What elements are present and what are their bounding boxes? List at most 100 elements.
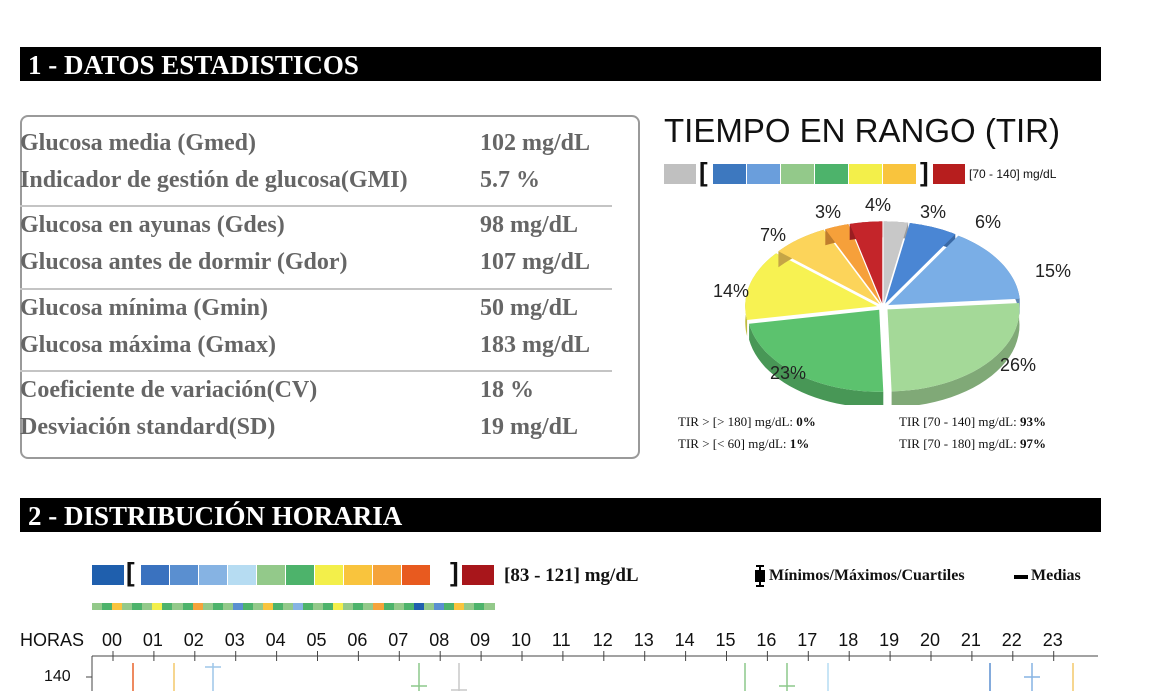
pie-slice (778, 229, 880, 305)
hourly-legend-swatch (373, 565, 401, 585)
minmax-quartiles-icon (754, 565, 766, 587)
strip-segment (443, 603, 455, 610)
hour-label: 06 (347, 630, 368, 650)
strip-segment (262, 603, 274, 610)
hourly-legend-swatch (462, 565, 494, 585)
tir-legend-swatch (781, 164, 814, 184)
strip-segment (132, 603, 144, 610)
hour-label: 07 (388, 630, 409, 650)
hours-axis-title: HORAS (20, 630, 85, 650)
stat-label: Glucosa mínima (Gmin) (20, 295, 269, 321)
pie-slice (749, 309, 884, 392)
strip-segment (363, 603, 375, 610)
stat-label: Glucosa media (Gmed) (20, 130, 256, 156)
hour-label: 08 (429, 630, 450, 650)
strip-segment (323, 603, 335, 610)
strip-segment (232, 603, 244, 610)
strip-segment (222, 603, 234, 610)
stat-value: 183 mg/dL (480, 332, 591, 358)
stat-value: 107 mg/dL (480, 249, 591, 275)
strip-segment (393, 603, 405, 610)
hourly-range-label: [83 - 121] mg/dL (504, 565, 639, 586)
stat-label: Glucosa en ayunas (Gdes) (20, 212, 285, 238)
strip-segment (172, 603, 184, 610)
pie-slice (885, 223, 956, 304)
pie-slice (849, 221, 883, 304)
hour-label: 19 (879, 630, 900, 650)
hourly-color-strip (92, 603, 495, 610)
strip-segment (353, 603, 365, 610)
hourly-legend-swatch (257, 565, 285, 585)
strip-segment (413, 603, 425, 610)
strip-segment (453, 603, 465, 610)
section-2-title: 2 - DISTRIBUCIÓN HORARIA (20, 498, 1101, 532)
stat-row: Coeficiente de variación(CV) 18 % (20, 377, 610, 413)
hour-label: 00 (102, 630, 123, 650)
strip-segment (92, 603, 103, 610)
hour-label: 20 (920, 630, 941, 650)
strip-segment (373, 603, 385, 610)
hourly-legend-swatch (315, 565, 343, 585)
hour-label: 03 (224, 630, 245, 650)
hourly-legend-swatch (199, 565, 227, 585)
tir-stat-70-180: TIR [70 - 180] mg/dL: 97% (899, 436, 1046, 451)
pie-slice-label: 26% (1000, 355, 1037, 375)
minmax-quartiles-label: Mínimos/Máximos/Cuartiles (769, 567, 965, 584)
strip-segment (333, 603, 345, 610)
stat-label: Desviación standard(SD) (20, 414, 276, 440)
strip-segment (473, 603, 485, 610)
stat-label: Glucosa máxima (Gmax) (20, 332, 276, 358)
pie-slice-label: 14% (713, 281, 750, 301)
strip-segment (383, 603, 395, 610)
strip-segment (182, 603, 194, 610)
hour-label: 01 (142, 630, 163, 650)
pie-slice-label: 3% (920, 202, 947, 222)
pie-slice (883, 221, 909, 304)
section-1-title: 1 - DATOS ESTADISTICOS (20, 47, 1101, 81)
pie-slice-label: 6% (975, 212, 1002, 232)
pie-slice-label: 3% (815, 202, 842, 222)
hourly-legend-swatch (170, 565, 198, 585)
stat-separator (20, 370, 612, 372)
y-tick-140: 140 (44, 668, 71, 685)
tir-range-label: [70 - 140] mg/dL (969, 167, 1057, 181)
hourly-legend-swatch (228, 565, 256, 585)
tir-legend-swatch (849, 164, 882, 184)
stat-row: Desviación standard(SD) 19 mg/dL (20, 414, 610, 450)
hour-label: 18 (838, 630, 859, 650)
strip-segment (162, 603, 174, 610)
tir-title: TIEMPO EN RANGO (TIR) (664, 112, 1060, 149)
hourly-legend-swatch (344, 565, 372, 585)
strip-segment (202, 603, 214, 610)
means-icon (1014, 575, 1028, 579)
pie-slice-label: 15% (1035, 261, 1072, 281)
strip-segment (283, 603, 294, 610)
strip-segment (242, 603, 254, 610)
strip-segment (112, 603, 124, 610)
tir-legend-swatch (713, 164, 746, 184)
tir-pie-chart (745, 221, 1020, 405)
stat-value: 18 % (480, 377, 534, 403)
tir-legend-swatch (815, 164, 848, 184)
strip-segment (142, 603, 154, 610)
tir-legend-swatch (664, 164, 696, 184)
hour-label: 02 (183, 630, 204, 650)
tir-stat-below-60: TIR > [< 60] mg/dL: 1% (678, 436, 810, 451)
hourly-legend-swatch (402, 565, 430, 585)
hour-label: 11 (551, 630, 571, 650)
stat-value: 98 mg/dL (480, 212, 579, 238)
stat-value: 50 mg/dL (480, 295, 579, 321)
hour-label: 22 (1001, 630, 1022, 650)
tir-legend-swatch (883, 164, 916, 184)
stat-value: 102 mg/dL (480, 130, 591, 156)
tir-stat-70-140: TIR [70 - 140] mg/dL: 93% (899, 414, 1046, 429)
strip-segment (122, 603, 134, 610)
strip-segment (303, 603, 315, 610)
stat-value: 19 mg/dL (480, 414, 579, 440)
hour-label: 21 (960, 630, 981, 650)
pie-slice-label: 23% (770, 363, 807, 383)
hour-label: 05 (306, 630, 327, 650)
strip-segment (293, 603, 304, 610)
statistics-panel (20, 115, 640, 459)
stat-row: Glucosa antes de dormir (Gdor) 107 mg/dL (20, 249, 610, 285)
